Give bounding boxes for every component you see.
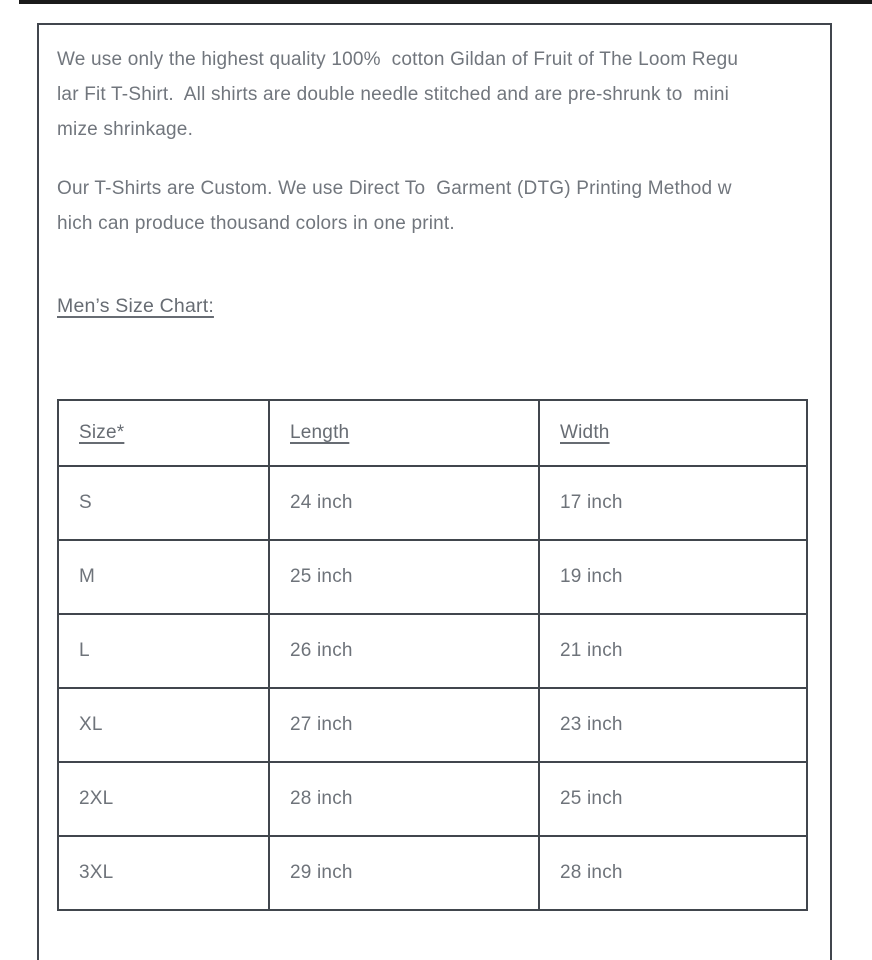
description-paragraph-2: Our T-Shirts are Custom. We use Direct T… xyxy=(57,178,732,234)
cell-length: 26 inch xyxy=(268,613,540,689)
size-chart-table: Size* Length Width S 24 inch 17 inch M 2… xyxy=(57,399,808,911)
cell-width: 23 inch xyxy=(538,687,808,763)
table-row: S 24 inch 17 inch xyxy=(57,465,808,541)
table-header-row: Size* Length Width xyxy=(57,399,808,467)
cell-size: S xyxy=(57,465,270,541)
table-row: XL 27 inch 23 inch xyxy=(57,687,808,763)
cell-size: L xyxy=(57,613,270,689)
product-description-panel: We use only the highest quality 100% cot… xyxy=(37,23,832,960)
cell-size: M xyxy=(57,539,270,615)
cell-width: 28 inch xyxy=(538,835,808,911)
table-row: L 26 inch 21 inch xyxy=(57,613,808,689)
cell-width: 17 inch xyxy=(538,465,808,541)
cell-length: 27 inch xyxy=(268,687,540,763)
cell-length: 29 inch xyxy=(268,835,540,911)
cell-size: XL xyxy=(57,687,270,763)
column-header-size: Size* xyxy=(57,399,270,467)
size-chart-heading: Men’s Size Chart: xyxy=(57,295,214,317)
table-row: 2XL 28 inch 25 inch xyxy=(57,761,808,837)
cell-width: 25 inch xyxy=(538,761,808,837)
table-row: M 25 inch 19 inch xyxy=(57,539,808,615)
cell-length: 24 inch xyxy=(268,465,540,541)
description-paragraph-1: We use only the highest quality 100% cot… xyxy=(57,49,739,140)
table-row: 3XL 29 inch 28 inch xyxy=(57,835,808,911)
column-header-length: Length xyxy=(268,399,540,467)
cell-length: 28 inch xyxy=(268,761,540,837)
top-accent-bar xyxy=(19,0,872,4)
cell-length: 25 inch xyxy=(268,539,540,615)
cell-size: 2XL xyxy=(57,761,270,837)
cell-size: 3XL xyxy=(57,835,270,911)
column-header-width: Width xyxy=(538,399,808,467)
cell-width: 21 inch xyxy=(538,613,808,689)
cell-width: 19 inch xyxy=(538,539,808,615)
